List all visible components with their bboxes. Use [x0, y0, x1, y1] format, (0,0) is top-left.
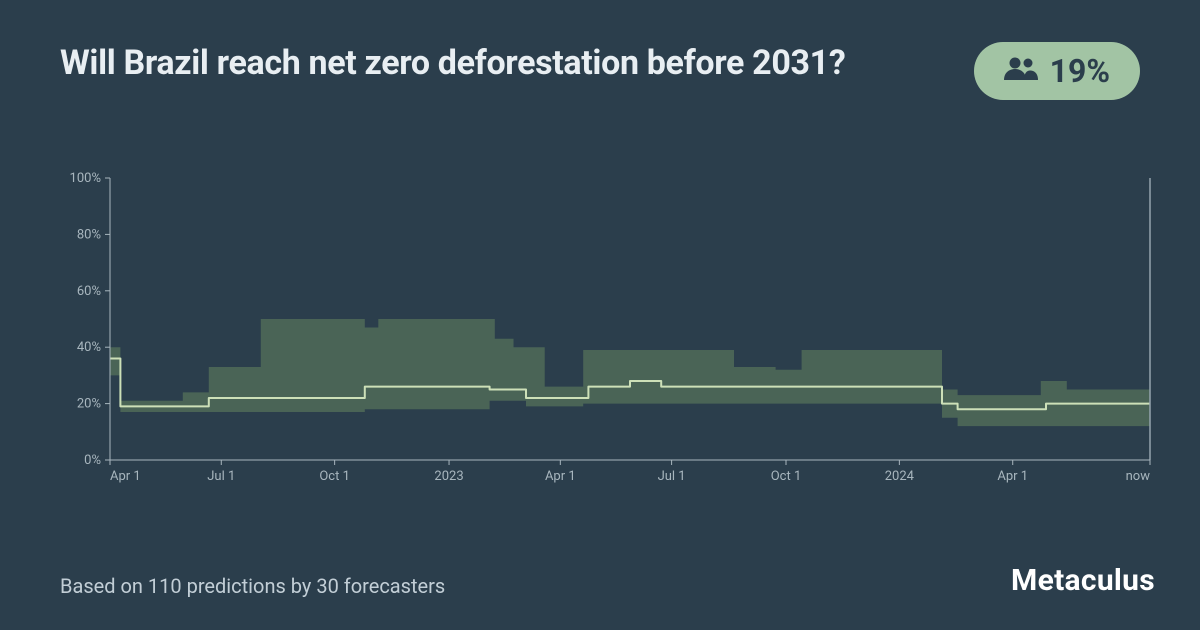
svg-text:Apr 1: Apr 1 — [997, 469, 1028, 484]
svg-text:20%: 20% — [77, 397, 101, 412]
probability-badge: 19% — [974, 42, 1140, 100]
question-title: Will Brazil reach net zero deforestation… — [60, 42, 845, 85]
svg-text:Oct 1: Oct 1 — [771, 469, 802, 484]
svg-text:Jul 1: Jul 1 — [658, 469, 686, 484]
brand-logo: Metaculus — [1011, 563, 1155, 598]
probability-value: 19% — [1050, 52, 1110, 90]
svg-text:Oct 1: Oct 1 — [319, 469, 350, 484]
prediction-count-footnote: Based on 110 predictions by 30 forecaste… — [60, 574, 445, 598]
svg-text:100%: 100% — [70, 171, 101, 186]
svg-text:now: now — [1126, 469, 1151, 484]
svg-text:2024: 2024 — [885, 469, 915, 484]
svg-text:60%: 60% — [77, 284, 101, 299]
people-icon — [1004, 52, 1038, 90]
svg-text:80%: 80% — [77, 227, 101, 242]
svg-text:2023: 2023 — [434, 469, 463, 484]
svg-text:Apr 1: Apr 1 — [545, 469, 576, 484]
svg-text:Jul 1: Jul 1 — [207, 469, 235, 484]
svg-text:Apr 1: Apr 1 — [110, 469, 141, 484]
forecast-chart: 0% 20% 40% 60% 80% 100% Apr 1 Jul 1 Oct 1 2023 Apr… — [60, 170, 1155, 490]
svg-text:0%: 0% — [84, 453, 101, 468]
svg-text:40%: 40% — [77, 340, 101, 355]
